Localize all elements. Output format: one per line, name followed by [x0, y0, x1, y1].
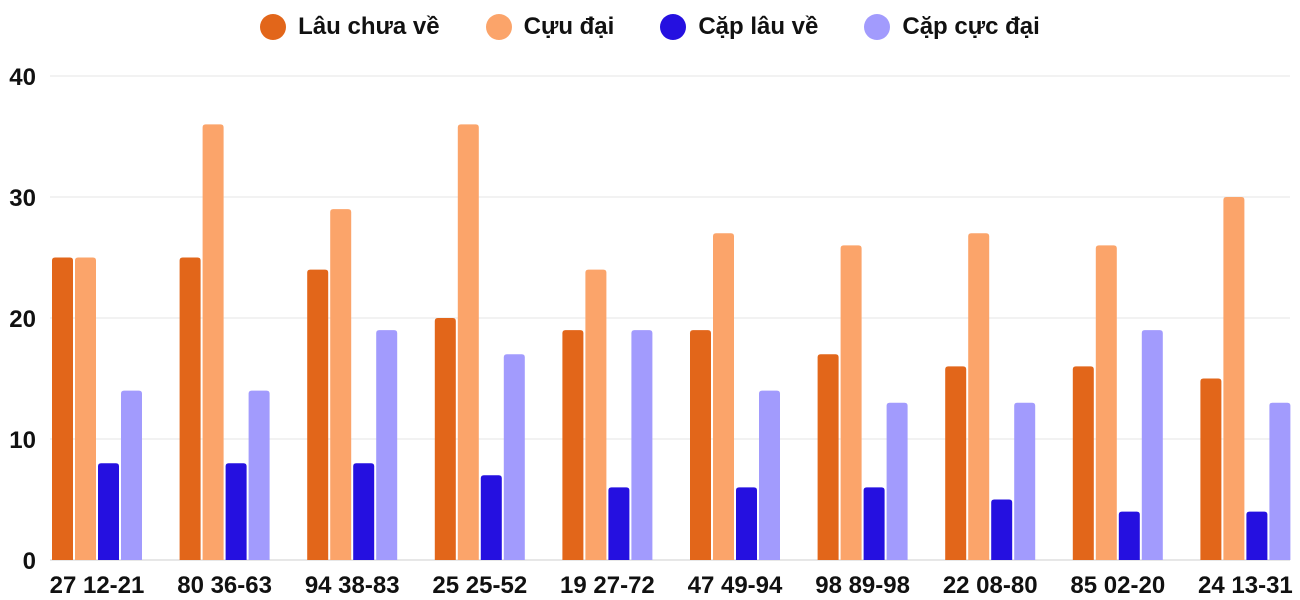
x-tick-label-94-38-83: 94 38-83: [305, 572, 400, 599]
x-tick-label-80-36-63: 80 36-63: [177, 572, 272, 599]
bar-cap-lau-ve-47-49-94[interactable]: [736, 487, 757, 560]
bar-cap-cuc-dai-19-27-72[interactable]: [631, 330, 653, 560]
x-tick-label-98-89-98: 98 89-98: [815, 572, 910, 599]
bar-cap-lau-ve-80-36-63[interactable]: [225, 463, 247, 560]
bar-cuu-dai-85-02-20[interactable]: [1095, 245, 1117, 560]
bars: [52, 124, 1291, 561]
bar-cap-lau-ve-98-89-98[interactable]: [863, 487, 885, 560]
x-tick-label-85-02-20: 85 02-20: [1070, 572, 1165, 599]
legend-label-cap-lau-ve: Cặp lâu về: [698, 13, 819, 40]
bar-cap-lau-ve-25-25-52[interactable]: [480, 475, 502, 560]
bar-cap-lau-ve-27-12-21[interactable]: [98, 463, 119, 560]
legend-item-lau-chua-ve[interactable]: Lâu chưa về: [260, 13, 440, 41]
bar-cap-lau-ve-19-27-72[interactable]: [608, 487, 630, 560]
bar-group-85-02-20: [1072, 245, 1163, 560]
y-tick-label-0: 0: [23, 548, 36, 575]
legend-swatch-lau-chua-ve: [260, 14, 287, 40]
bar-cap-cuc-dai-85-02-20[interactable]: [1141, 330, 1163, 560]
x-tick-label-25-25-52: 25 25-52: [432, 572, 527, 599]
bar-cap-cuc-dai-24-13-31[interactable]: [1269, 402, 1291, 560]
bar-lau-chua-ve-80-36-63[interactable]: [179, 257, 201, 561]
bar-group-22-08-80: [945, 233, 1036, 561]
bar-cap-cuc-dai-22-08-80[interactable]: [1014, 402, 1036, 560]
legend-swatch-cap-lau-ve: [660, 14, 687, 40]
bar-group-80-36-63: [179, 124, 270, 561]
y-tick-label-10: 10: [9, 427, 36, 454]
y-tick-label-20: 20: [9, 306, 36, 333]
bar-cap-lau-ve-24-13-31[interactable]: [1246, 511, 1268, 560]
x-tick-label-27-12-21: 27 12-21: [50, 572, 145, 599]
legend-item-cap-lau-ve[interactable]: Cặp lâu về: [660, 13, 818, 41]
bar-cap-cuc-dai-25-25-52[interactable]: [503, 354, 525, 560]
bar-cap-lau-ve-22-08-80[interactable]: [991, 499, 1013, 561]
bar-group-27-12-21: [52, 257, 142, 561]
bar-group-94-38-83: [307, 209, 398, 560]
legend-item-cuu-dai[interactable]: Cựu đại: [485, 13, 615, 41]
bar-lau-chua-ve-94-38-83[interactable]: [307, 269, 329, 560]
bar-cap-cuc-dai-47-49-94[interactable]: [759, 390, 780, 560]
x-tick-label-47-49-94: 47 49-94: [688, 572, 783, 599]
legend-label-cuu-dai: Cựu đại: [523, 13, 615, 40]
bar-lau-chua-ve-25-25-52[interactable]: [434, 318, 456, 560]
bar-cuu-dai-22-08-80[interactable]: [968, 233, 990, 561]
bar-group-19-27-72: [562, 269, 653, 560]
bar-cuu-dai-94-38-83[interactable]: [330, 209, 352, 560]
bar-lau-chua-ve-27-12-21[interactable]: [52, 257, 73, 561]
bar-lau-chua-ve-22-08-80[interactable]: [945, 366, 967, 560]
x-tick-label-22-08-80: 22 08-80: [943, 572, 1038, 599]
bar-lau-chua-ve-24-13-31[interactable]: [1200, 378, 1222, 561]
legend-label-lau-chua-ve: Lâu chưa về: [298, 13, 440, 40]
bar-group-24-13-31: [1200, 197, 1291, 561]
legend-item-cap-cuc-dai[interactable]: Cặp cực đại: [864, 13, 1040, 41]
x-tick-label-24-13-31: 24 13-31: [1198, 572, 1293, 599]
bar-cuu-dai-98-89-98[interactable]: [840, 245, 862, 560]
y-axis-ticks: 0 10 20 30 40: [9, 64, 36, 575]
bar-cap-lau-ve-94-38-83[interactable]: [353, 463, 375, 560]
bar-lau-chua-ve-85-02-20[interactable]: [1072, 366, 1094, 560]
bar-cuu-dai-24-13-31[interactable]: [1223, 197, 1245, 560]
y-tick-label-30: 30: [9, 185, 36, 212]
bar-cuu-dai-80-36-63[interactable]: [202, 124, 224, 561]
bar-group-47-49-94: [690, 233, 780, 561]
bar-cap-lau-ve-85-02-20[interactable]: [1118, 511, 1140, 560]
legend-label-cap-cuc-dai: Cặp cực đại: [902, 13, 1040, 40]
bar-cap-cuc-dai-27-12-21[interactable]: [121, 390, 142, 560]
bar-cap-cuc-dai-98-89-98[interactable]: [886, 402, 908, 560]
legend-swatch-cap-cuc-dai: [864, 14, 891, 40]
bar-lau-chua-ve-47-49-94[interactable]: [690, 330, 711, 560]
x-tick-label-19-27-72: 19 27-72: [560, 572, 655, 599]
bar-cuu-dai-47-49-94[interactable]: [713, 233, 734, 561]
x-axis-ticks: 27 12-21 80 36-63 94 38-83 25 25-52 19 27-72…: [50, 572, 1293, 599]
bar-cap-cuc-dai-80-36-63[interactable]: [248, 390, 270, 560]
bar-cuu-dai-25-25-52[interactable]: [457, 124, 479, 561]
legend-swatch-cuu-dai: [485, 14, 512, 40]
bar-lau-chua-ve-98-89-98[interactable]: [817, 354, 839, 560]
bar-cuu-dai-27-12-21[interactable]: [75, 257, 96, 561]
bar-cap-cuc-dai-94-38-83[interactable]: [376, 330, 398, 560]
bar-lau-chua-ve-19-27-72[interactable]: [562, 330, 584, 560]
bar-group-98-89-98: [817, 245, 908, 560]
bar-group-25-25-52: [434, 124, 525, 561]
bar-cuu-dai-19-27-72[interactable]: [585, 269, 607, 560]
legend: Lâu chưa về Cựu đại Cặp lâu về Cặp cực đ…: [0, 8, 1300, 46]
y-tick-label-40: 40: [9, 64, 36, 91]
